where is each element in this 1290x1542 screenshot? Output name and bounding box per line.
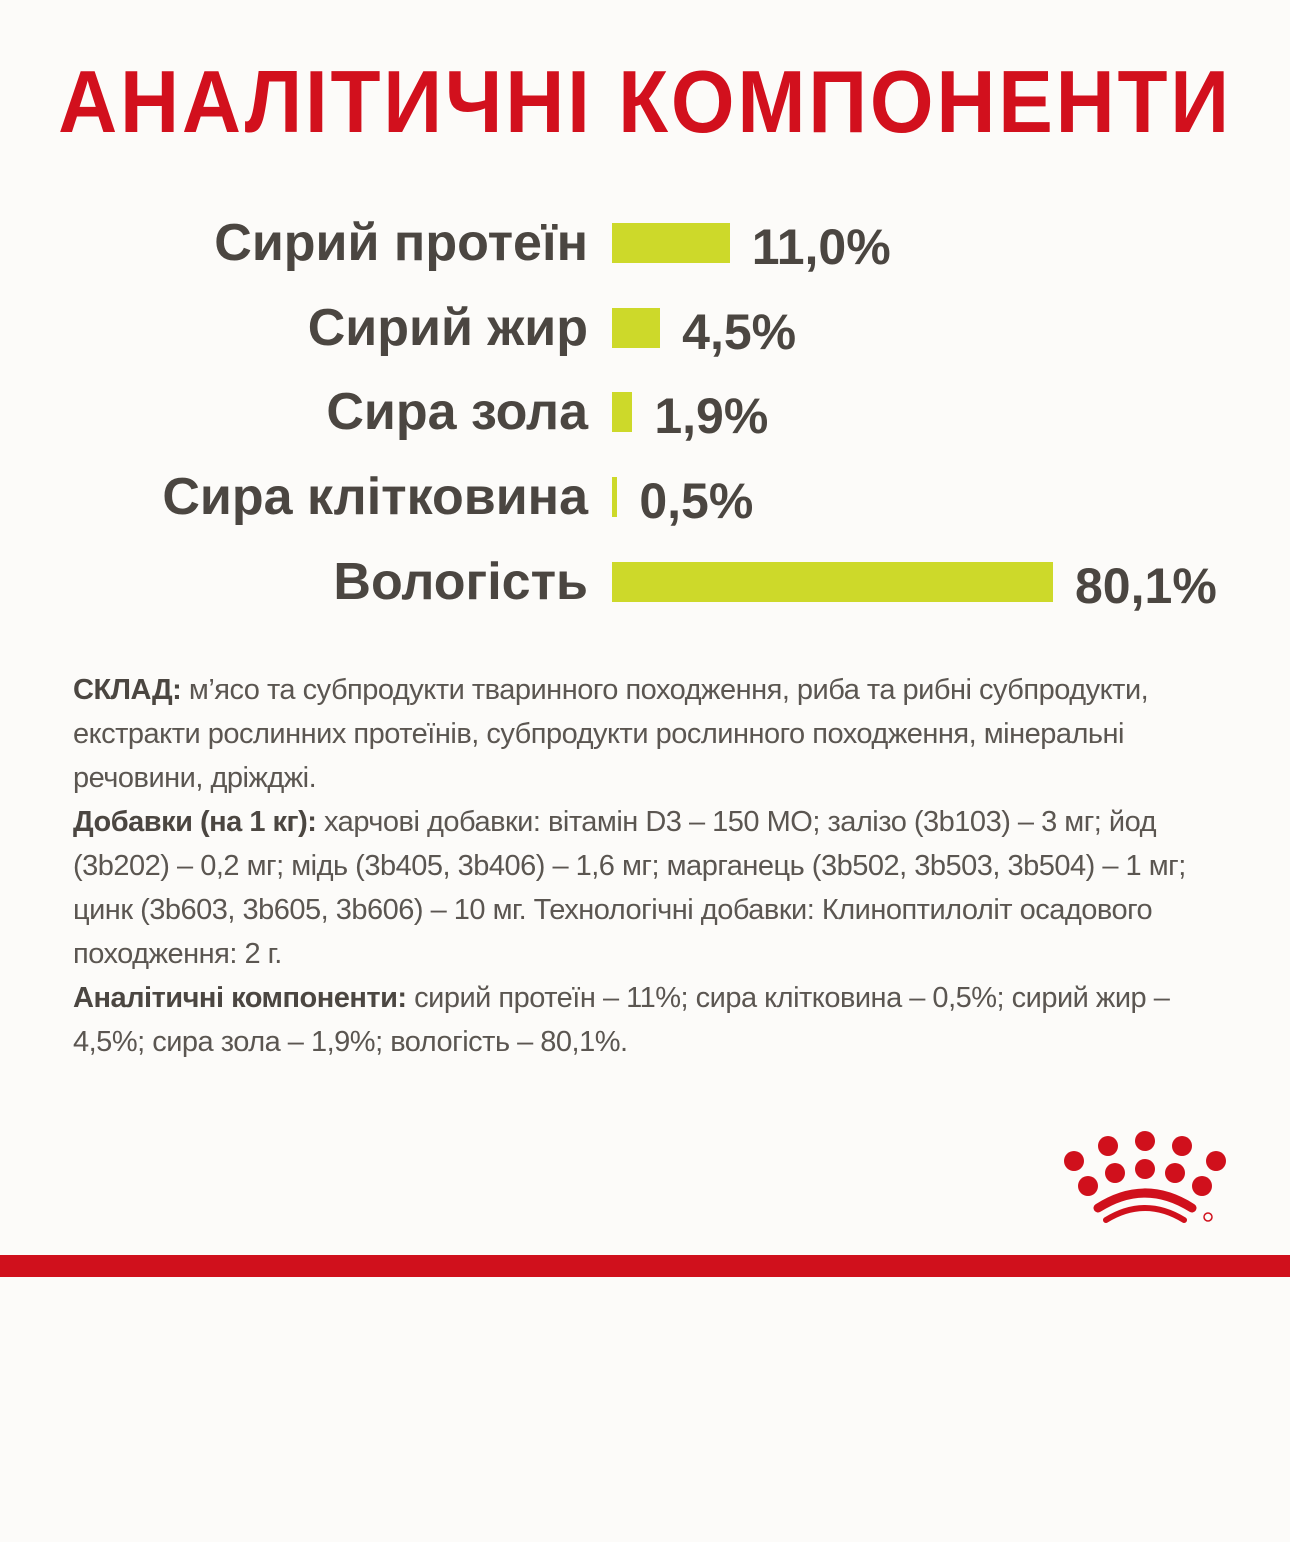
bar-value-label: 11,0% xyxy=(751,219,891,275)
bar-row: Вологість 80,1% xyxy=(0,552,1290,614)
bar-row: Сира клітковина 0,5% xyxy=(0,467,1290,529)
bar-value-label: 4,5% xyxy=(682,304,797,360)
analytical-paragraph: Аналітичні компоненти: сирий протеїн – 1… xyxy=(73,976,1193,1064)
bar xyxy=(612,477,618,517)
bar-row: Сирий жир 4,5% xyxy=(0,298,1290,360)
bar xyxy=(612,308,661,348)
additives-content: харчові добавки: вітамін D3 – 150 МО; за… xyxy=(73,806,1186,970)
bar-label: Сирий протеїн xyxy=(214,214,588,272)
royal-canin-crown-icon xyxy=(1064,1131,1226,1223)
bar xyxy=(612,392,633,432)
composition-label: СКЛАД: xyxy=(73,674,182,706)
bar-label: Сира зола xyxy=(326,383,588,441)
composition-content: м’ясо та субпродукти тваринного походжен… xyxy=(73,674,1149,794)
bar-value-label: 0,5% xyxy=(639,473,754,529)
bar-label: Вологість xyxy=(333,553,588,611)
analytical-label: Аналітичні компоненти: xyxy=(73,982,407,1014)
bar-value-label: 1,9% xyxy=(654,388,769,444)
bar xyxy=(612,562,1053,602)
additives-label: Добавки (на 1 кг): xyxy=(73,806,317,838)
additives-paragraph: Добавки (на 1 кг): харчові добавки: віта… xyxy=(73,800,1193,976)
composition-text: СКЛАД: м’ясо та субпродукти тваринного п… xyxy=(73,668,1193,1064)
bar-label: Сирий жир xyxy=(307,299,588,357)
bar-row: Сирий протеїн 11,0% xyxy=(0,213,1290,275)
chart-title: АНАЛІТИЧНІ КОМПОНЕНТИ xyxy=(58,52,1232,151)
analytical-content: сирий протеїн – 11%; сира клітковина – 0… xyxy=(73,982,1170,1058)
bar xyxy=(612,223,730,263)
composition-paragraph: СКЛАД: м’ясо та субпродукти тваринного п… xyxy=(73,668,1193,800)
bar-row: Сира зола 1,9% xyxy=(0,382,1290,444)
brand-stripe xyxy=(0,1255,1290,1277)
bar-label: Сира клітковина xyxy=(162,468,588,526)
bar-value-label: 80,1% xyxy=(1075,558,1217,614)
